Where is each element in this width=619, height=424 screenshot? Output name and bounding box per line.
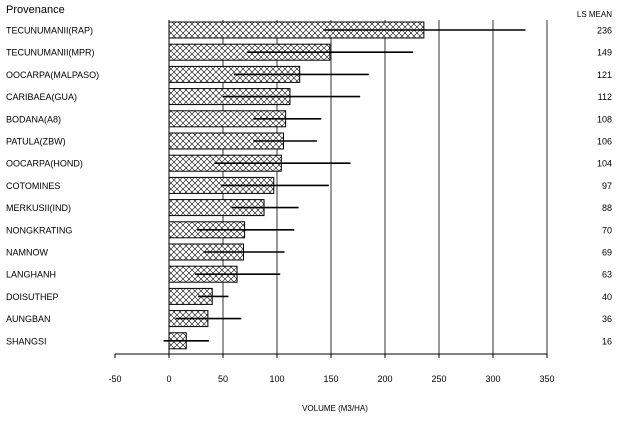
- category-label: SHANGSI: [6, 336, 47, 346]
- value-label: 36: [602, 314, 612, 324]
- x-tick-label: 250: [431, 374, 446, 384]
- category-label: PATULA(ZBW): [6, 137, 66, 147]
- category-label: BODANA(A8): [6, 114, 61, 124]
- x-tick-label: 300: [485, 374, 500, 384]
- value-label: 108: [597, 114, 612, 124]
- category-label: NAMNOW: [6, 248, 48, 258]
- value-label: 106: [597, 137, 612, 147]
- value-label: 70: [602, 225, 612, 235]
- value-label: 121: [597, 70, 612, 80]
- value-label: 97: [602, 181, 612, 191]
- category-label: TECUNUMANII(MPR): [6, 48, 95, 58]
- category-header: Provenance: [6, 4, 65, 16]
- category-label: NONGKRATING: [6, 225, 72, 235]
- value-label: 69: [602, 248, 612, 258]
- value-label: 104: [597, 159, 612, 169]
- category-label: LANGHANH: [6, 270, 56, 280]
- x-tick-label: -50: [108, 374, 121, 384]
- value-label: 63: [602, 270, 612, 280]
- value-label: 88: [602, 203, 612, 213]
- x-tick-label: 200: [377, 374, 392, 384]
- labels: -50 0 50 100 150 200 250 300 350 TECUNUMANII(RAP)…: [6, 4, 612, 413]
- category-label: OOCARPA(MALPASO): [6, 70, 99, 80]
- category-label: COTOMINES: [6, 181, 60, 191]
- category-label: CARIBAEA(GUA): [6, 92, 77, 102]
- x-tick-label: 100: [269, 374, 284, 384]
- value-label: 236: [597, 26, 612, 36]
- value-label: 112: [598, 92, 612, 102]
- value-header: LS MEAN: [577, 10, 612, 19]
- x-tick-label: 0: [166, 374, 171, 384]
- category-label: TECUNUMANII(RAP): [6, 26, 93, 36]
- category-label: MERKUSII(IND): [6, 203, 71, 213]
- x-axis-title: VOLUME (M3/HA): [302, 404, 368, 413]
- category-label: OOCARPA(HOND): [6, 159, 83, 169]
- value-label: 16: [602, 336, 612, 346]
- x-axis: [114, 20, 548, 358]
- x-tick-label: 350: [539, 374, 554, 384]
- category-label: AUNGBAN: [6, 314, 51, 324]
- value-label: 149: [597, 48, 612, 58]
- category-label: DOISUTHEP: [6, 292, 59, 302]
- error-bars: [163, 29, 526, 342]
- x-tick-label: 50: [218, 374, 228, 384]
- value-label: 40: [602, 292, 612, 302]
- x-tick-label: 150: [323, 374, 338, 384]
